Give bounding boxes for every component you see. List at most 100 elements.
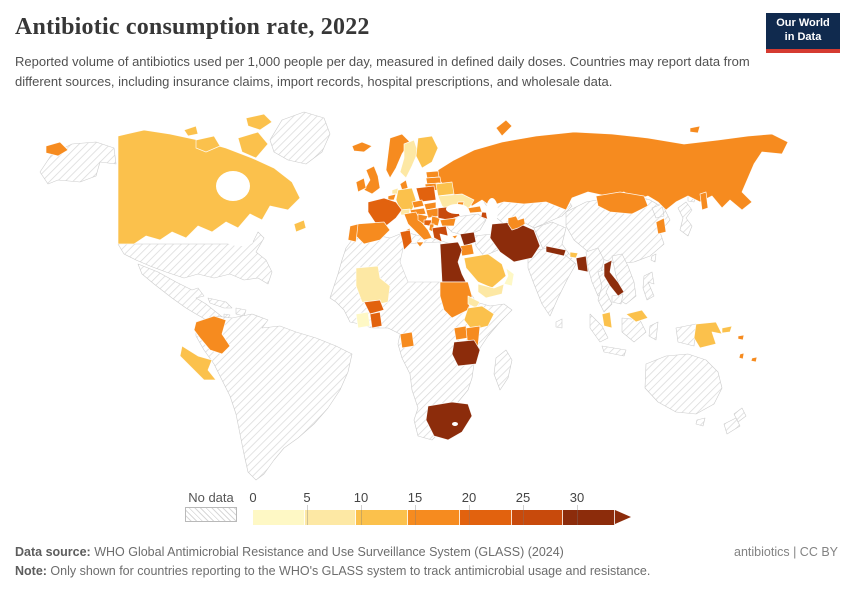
country-cote-divoire[interactable] [355, 311, 371, 329]
country-indonesia-borneo[interactable] [621, 317, 647, 343]
legend-tick: 10 [353, 490, 369, 505]
country-ghana[interactable] [369, 311, 383, 329]
country-united-kingdom[interactable] [363, 165, 381, 195]
country-tunisia[interactable] [399, 229, 413, 251]
country-canada-ellesmere-island[interactable] [245, 113, 273, 131]
legend-tick: 25 [515, 490, 531, 505]
legend-bin-5-10[interactable] [304, 510, 357, 525]
country-indonesia-java[interactable] [601, 345, 627, 357]
country-yemen[interactable] [477, 283, 505, 299]
country-india[interactable] [527, 247, 577, 317]
country-belarus[interactable] [435, 181, 455, 197]
country-greece[interactable] [431, 225, 449, 243]
country-philippines[interactable] [642, 271, 655, 301]
country-mongolia[interactable] [595, 191, 649, 215]
country-cuba[interactable] [207, 297, 233, 309]
country-russia-new-siberian-islands[interactable] [689, 125, 701, 134]
country-belgium[interactable] [387, 193, 397, 201]
country-bangladesh[interactable] [575, 255, 589, 273]
owid-logo-stripe [766, 49, 840, 53]
country-libya[interactable] [399, 241, 445, 283]
lesotho-gap [452, 422, 458, 426]
country-greenland[interactable] [269, 111, 331, 165]
country-png-new-britain[interactable] [721, 325, 733, 334]
country-canada-victoria-island[interactable] [195, 135, 221, 153]
country-italy[interactable] [403, 211, 433, 241]
country-canada-newfoundland[interactable] [293, 219, 307, 233]
country-bulgaria[interactable] [439, 217, 457, 227]
country-canada-banks-island[interactable] [183, 125, 199, 137]
chart-footer: Data source: WHO Global Antimicrobial Re… [15, 545, 838, 578]
country-hispaniola[interactable] [235, 307, 247, 317]
country-syria[interactable] [459, 231, 477, 247]
country-south-korea[interactable] [655, 217, 667, 235]
country-nepal[interactable] [545, 245, 567, 257]
country-sudan[interactable] [439, 281, 473, 319]
legend-bin-10-15[interactable] [356, 510, 409, 525]
country-vanuatu[interactable] [738, 352, 745, 360]
country-russia-novaya-zemlya[interactable] [495, 119, 513, 137]
country-indonesia-sulawesi[interactable] [648, 321, 659, 341]
legend-bin-25-30[interactable] [511, 510, 564, 525]
country-australia[interactable] [644, 353, 723, 415]
country-sri-lanka[interactable] [555, 318, 563, 329]
country-south-america[interactable] [195, 313, 353, 481]
country-north-korea[interactable] [651, 203, 665, 219]
country-czechia[interactable] [411, 199, 425, 209]
country-laos[interactable] [603, 259, 625, 297]
legend-bin-20-25[interactable] [459, 510, 512, 525]
country-malaysia-borneo[interactable] [625, 309, 649, 323]
country-papua-new-guinea[interactable] [693, 321, 723, 349]
country-sweden[interactable] [399, 139, 419, 179]
country-serbia[interactable] [430, 215, 441, 227]
country-russia-chukotka-west[interactable] [45, 141, 69, 157]
country-malaysia-peninsula[interactable] [601, 311, 613, 329]
country-taiwan[interactable] [650, 253, 657, 263]
country-solomon-islands[interactable] [737, 334, 745, 341]
legend-tick-line [307, 505, 308, 525]
country-italy-sicily[interactable] [415, 241, 425, 248]
country-oman[interactable] [503, 267, 515, 287]
country-uzbekistan[interactable] [507, 215, 526, 231]
chart-subtitle: Reported volume of antibiotics used per … [15, 54, 750, 89]
country-canada-baffin-island[interactable] [237, 131, 269, 159]
country-peru[interactable] [179, 345, 217, 381]
owid-logo[interactable]: Our World in Data [766, 13, 840, 53]
country-iceland[interactable] [351, 141, 373, 153]
license-link[interactable]: antibiotics | CC BY [734, 545, 838, 559]
country-portugal[interactable] [347, 223, 359, 243]
country-mali[interactable] [355, 265, 391, 307]
country-tanzania[interactable] [451, 339, 481, 367]
country-madagascar[interactable] [493, 349, 513, 391]
country-denmark[interactable] [399, 179, 409, 191]
country-latvia[interactable] [425, 176, 442, 185]
country-burkina-faso[interactable] [363, 299, 385, 315]
country-australia-tasmania[interactable] [695, 417, 706, 427]
legend-bin-15-20[interactable] [408, 510, 460, 525]
country-indonesia-sumatra[interactable] [589, 313, 609, 343]
country-colombia[interactable] [193, 315, 231, 355]
country-ethiopia[interactable] [463, 305, 495, 331]
legend-bin-0-5[interactable] [253, 510, 305, 525]
country-poland[interactable] [415, 185, 437, 203]
legend-no-data[interactable]: No data [185, 490, 237, 522]
owid-logo-line2: in Data [784, 31, 822, 43]
legend-bin-30-plus[interactable] [563, 510, 616, 525]
country-japan[interactable] [677, 201, 693, 237]
legend-no-data-label: No data [188, 490, 234, 505]
country-indonesia-west-papua[interactable] [675, 323, 697, 347]
country-gabon[interactable] [399, 331, 415, 349]
country-canada[interactable] [117, 129, 301, 245]
country-russia-sakhalin[interactable] [699, 191, 709, 211]
legend-tick: 20 [461, 490, 477, 505]
map-legend: No data 0 5 10 15 20 25 30 [0, 490, 850, 532]
country-finland[interactable] [415, 135, 439, 169]
country-cyprus[interactable] [451, 234, 459, 240]
country-bhutan[interactable] [569, 251, 579, 259]
country-new-zealand-south[interactable] [723, 417, 741, 435]
country-south-africa[interactable] [425, 401, 473, 441]
country-fiji[interactable] [750, 356, 758, 363]
country-ireland[interactable] [355, 177, 367, 193]
country-saudi-arabia[interactable] [463, 253, 507, 289]
country-france[interactable] [367, 197, 403, 227]
